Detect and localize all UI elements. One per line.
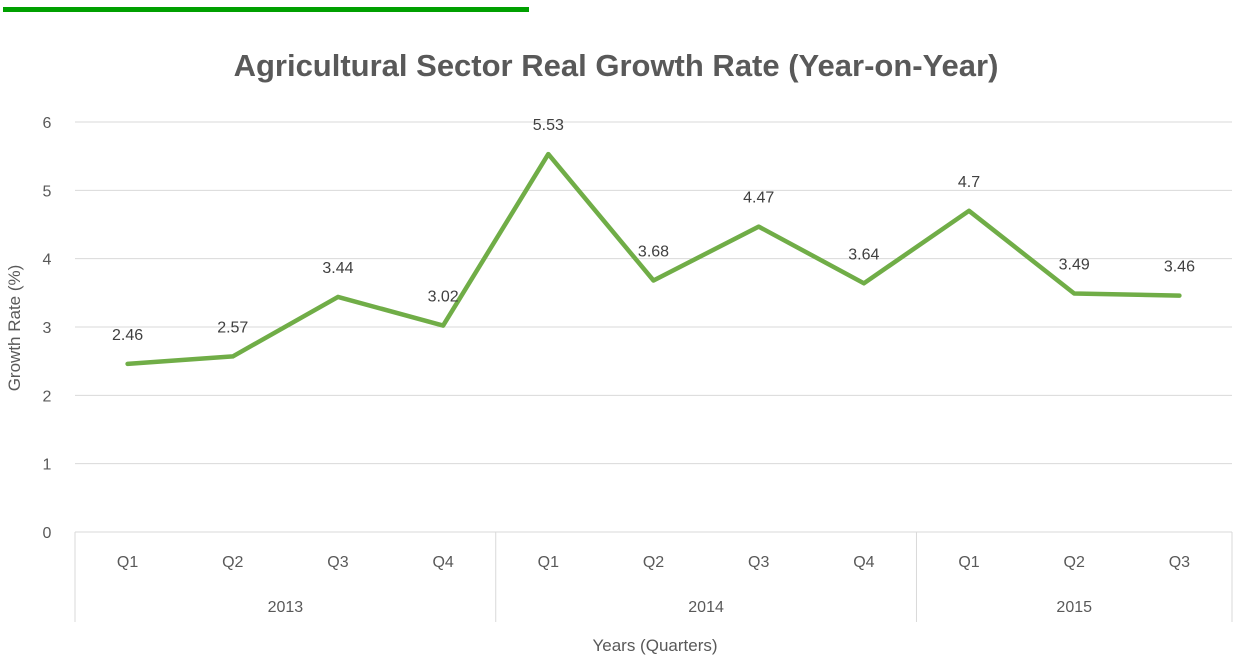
data-label: 5.53 bbox=[533, 117, 564, 134]
data-label: 2.46 bbox=[112, 327, 143, 344]
x-tick-label: Q1 bbox=[538, 554, 559, 571]
x-tick-label: Q3 bbox=[1169, 554, 1190, 571]
x-axis-title: Years (Quarters) bbox=[592, 636, 717, 655]
x-tick-label: Q1 bbox=[958, 554, 979, 571]
x-group-label: 2015 bbox=[1056, 599, 1092, 616]
data-label: 3.44 bbox=[322, 260, 353, 277]
data-label: 3.64 bbox=[848, 246, 879, 263]
data-label: 2.57 bbox=[217, 319, 248, 336]
y-tick-label: 5 bbox=[43, 183, 52, 200]
data-label: 4.7 bbox=[958, 174, 980, 191]
x-tick-label: Q2 bbox=[643, 554, 664, 571]
y-tick-label: 3 bbox=[43, 320, 52, 337]
data-label: 4.47 bbox=[743, 190, 774, 207]
x-tick-label: Q4 bbox=[432, 554, 453, 571]
x-tick-label: Q2 bbox=[222, 554, 243, 571]
x-group-label: 2013 bbox=[268, 599, 304, 616]
data-label: 3.02 bbox=[428, 289, 459, 306]
y-tick-label: 4 bbox=[43, 252, 52, 269]
y-tick-label: 6 bbox=[43, 115, 52, 132]
y-tick-label: 2 bbox=[43, 388, 52, 405]
x-axis-groups: 2013 2014 2015 bbox=[74, 532, 1233, 622]
x-axis-categories: Q1 Q2 Q3 Q4 Q1 Q2 Q3 Q4 Q1 Q2 Q3 bbox=[117, 554, 1190, 571]
x-tick-label: Q1 bbox=[117, 554, 138, 571]
data-label: 3.49 bbox=[1059, 257, 1090, 274]
x-tick-label: Q3 bbox=[748, 554, 769, 571]
x-tick-label: Q2 bbox=[1064, 554, 1085, 571]
x-group-label: 2014 bbox=[688, 599, 724, 616]
x-tick-label: Q4 bbox=[853, 554, 874, 571]
y-axis-ticks: 0 1 2 3 4 5 6 bbox=[43, 115, 52, 542]
chart-title: Agricultural Sector Real Growth Rate (Ye… bbox=[234, 48, 999, 83]
series-layer bbox=[125, 151, 1182, 367]
y-axis-title: Growth Rate (%) bbox=[5, 265, 24, 392]
y-tick-label: 1 bbox=[43, 457, 52, 474]
y-tick-label: 0 bbox=[43, 525, 52, 542]
data-labels: 2.46 2.57 3.44 3.02 5.53 3.68 4.47 3.64 4.7 3.49 3… bbox=[112, 117, 1195, 344]
x-tick-label: Q3 bbox=[327, 554, 348, 571]
top-accent-bar bbox=[3, 7, 529, 12]
data-label: 3.46 bbox=[1164, 259, 1195, 276]
data-label: 3.68 bbox=[638, 244, 669, 261]
gridlines bbox=[75, 121, 1232, 533]
series-line bbox=[125, 151, 1182, 367]
